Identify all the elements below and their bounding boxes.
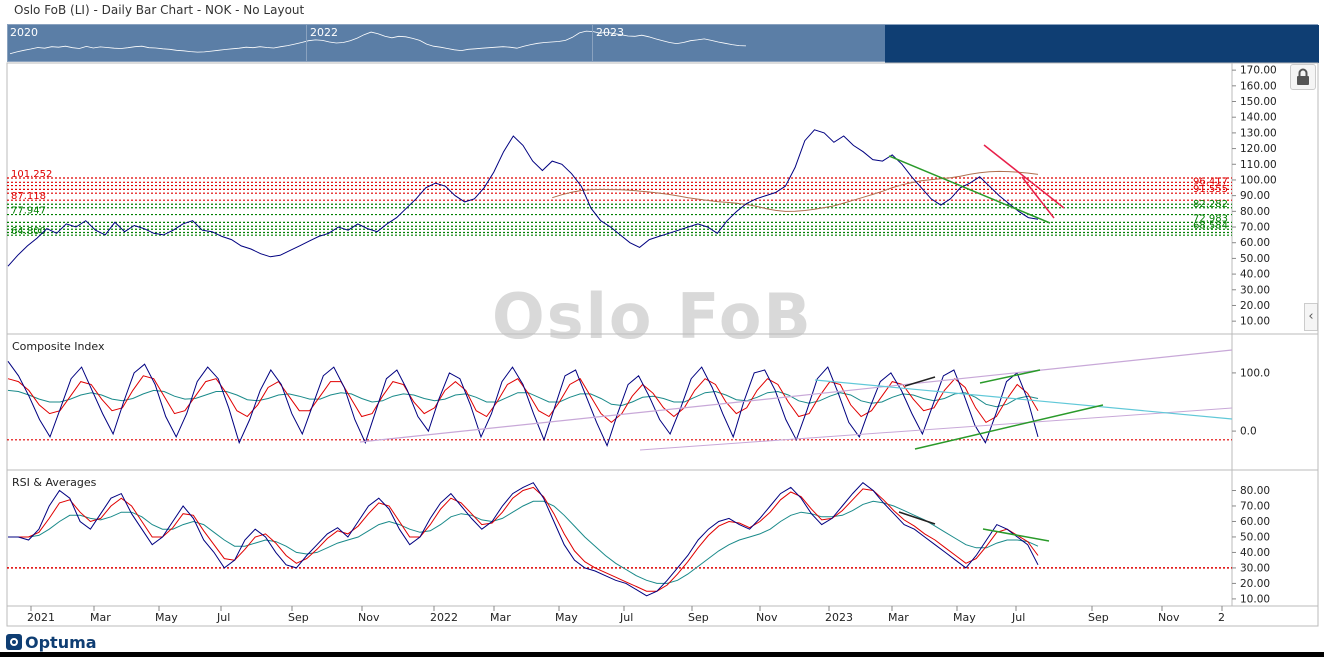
composite-trendline-violet <box>639 407 1233 451</box>
price-y-tick-label: 30.00 <box>1240 284 1270 296</box>
price-y-tick-label: 40.00 <box>1240 269 1270 281</box>
x-tick-label: Jul <box>1011 611 1025 624</box>
x-tick-label: Mar <box>90 611 111 624</box>
composite-trendline-green <box>979 369 1041 384</box>
optuma-logo-icon <box>6 634 22 650</box>
price-level-label-left: 64.800 <box>11 226 46 237</box>
composite-trendline-violet <box>359 349 1233 443</box>
optuma-logo: Optuma <box>6 632 97 652</box>
x-tick-label: Sep <box>688 611 709 624</box>
x-tick-label: May <box>555 611 578 624</box>
price-level-label-right: 68.584 <box>1193 220 1228 231</box>
price-y-tick-label: 140.00 <box>1240 112 1277 124</box>
x-tick-label: 2023 <box>825 611 853 624</box>
x-tick-label: Nov <box>358 611 380 624</box>
price-y-tick-label: 160.00 <box>1240 80 1277 92</box>
x-tick-label: May <box>155 611 178 624</box>
time-navigator[interactable]: 2020 2022 2023 <box>7 24 1319 63</box>
composite-trendline-green <box>914 404 1104 450</box>
rsi-y-tick-label: 30.00 <box>1240 562 1270 574</box>
x-tick-label: Nov <box>1158 611 1180 624</box>
rsi-averages-title: RSI & Averages <box>12 476 97 489</box>
price-y-tick-label: 10.00 <box>1240 316 1270 328</box>
x-tick-label: May <box>953 611 976 624</box>
composite-line <box>7 361 1039 447</box>
composite-trendline-black <box>904 376 936 387</box>
chart-title: Oslo FoB (LI) - Daily Bar Chart - NOK - … <box>14 3 305 17</box>
composite-y-tick-label: 100.0 <box>1240 367 1270 379</box>
price-level-label-left: 77.947 <box>11 206 46 217</box>
composite-average-teal <box>7 389 1039 408</box>
x-tick-label: 2 <box>1218 611 1225 624</box>
price-y-tick-label: 130.00 <box>1240 127 1277 139</box>
composite-index-title: Composite Index <box>12 340 105 353</box>
x-axis-bar <box>6 605 1319 627</box>
rsi-trendline-black <box>898 511 936 525</box>
navigator-year-2022: 2022 <box>310 26 338 39</box>
rsi-y-tick-label: 50.00 <box>1240 531 1270 543</box>
navigator-divider <box>306 25 307 61</box>
price-y-tick-label: 150.00 <box>1240 96 1277 108</box>
rsi-y-tick-label: 60.00 <box>1240 516 1270 528</box>
rsi-average-red <box>8 486 1039 592</box>
price-y-tick-label: 100.00 <box>1240 174 1277 186</box>
price-trendline-red <box>1021 176 1055 219</box>
x-tick-label: Mar <box>888 611 909 624</box>
price-y-tick-label: 120.00 <box>1240 143 1277 155</box>
x-tick-label: Jul <box>619 611 633 624</box>
x-tick-label: Sep <box>1088 611 1109 624</box>
price-y-tick-label: 110.00 <box>1240 159 1277 171</box>
x-tick-label: Sep <box>288 611 309 624</box>
rsi-y-tick-label: 20.00 <box>1240 578 1270 590</box>
price-trendline-red <box>983 144 1065 209</box>
navigator-price-line <box>9 30 747 55</box>
price-level-label-right: 72.983 <box>1193 213 1228 224</box>
navigator-year-2023: 2023 <box>596 26 624 39</box>
price-level-label-right: 91.555 <box>1193 184 1228 195</box>
navigator-year-2020: 2020 <box>10 26 38 39</box>
price-y-tick-label: 20.00 <box>1240 300 1270 312</box>
rsi-trendline-green <box>982 528 1050 542</box>
price-moving-average <box>552 170 1039 212</box>
price-y-tick-label: 90.00 <box>1240 190 1270 202</box>
x-tick-label: Jul <box>216 611 230 624</box>
rsi-y-tick-label: 70.00 <box>1240 500 1270 512</box>
navigator-future-region <box>885 25 1319 63</box>
price-y-tick-label: 60.00 <box>1240 237 1270 249</box>
rsi-y-tick-label: 40.00 <box>1240 547 1270 559</box>
price-y-tick-label: 170.00 <box>1240 65 1277 77</box>
price-trendline-green <box>888 155 1051 224</box>
rsi-line <box>8 482 1039 597</box>
composite-trendline-cyan <box>814 379 1233 420</box>
price-y-tick-label: 50.00 <box>1240 253 1270 265</box>
x-tick-label: 2021 <box>27 611 55 624</box>
lock-icon[interactable] <box>1290 64 1316 90</box>
x-tick-label: Nov <box>756 611 778 624</box>
lock-glyph <box>1297 68 1309 85</box>
composite-average-red <box>7 375 1039 424</box>
x-tick-label: 2022 <box>430 611 458 624</box>
rsi-y-tick-label: 10.00 <box>1240 593 1270 605</box>
navigator-price-preview <box>9 30 747 55</box>
navigator-divider <box>592 25 593 61</box>
rsi-y-tick-label: 80.00 <box>1240 485 1270 497</box>
price-y-tick-label: 70.00 <box>1240 222 1270 234</box>
watermark: Oslo FoB <box>492 280 813 353</box>
price-level-label-left: 101.252 <box>11 169 52 180</box>
price-line <box>7 129 1039 267</box>
optuma-logo-text: Optuma <box>25 632 97 652</box>
x-tick-label: Mar <box>490 611 511 624</box>
price-level-label-right: 82.282 <box>1193 199 1228 210</box>
bottom-border <box>0 652 1324 657</box>
price-level-label-right: 96.417 <box>1193 177 1228 188</box>
price-level-label-left: 87.118 <box>11 191 46 202</box>
price-y-tick-label: 80.00 <box>1240 206 1270 218</box>
composite-y-tick-label: 0.0 <box>1240 426 1257 438</box>
rsi-average-teal <box>8 500 1039 584</box>
